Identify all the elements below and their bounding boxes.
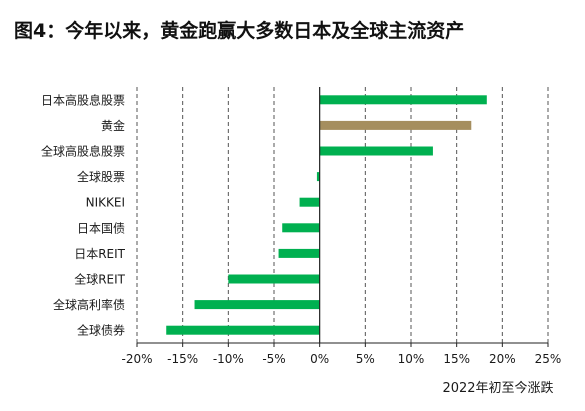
category-label: 日本国债 — [77, 221, 125, 235]
bar-1 — [319, 95, 487, 105]
category-label: 日本高股息股票 — [41, 92, 125, 107]
bars — [166, 95, 487, 335]
x-tick-label: -15% — [167, 352, 198, 366]
bar-5 — [299, 197, 320, 207]
category-label: 全球股票 — [77, 169, 125, 184]
axes — [136, 87, 549, 347]
category-label: 全球高股息股票 — [41, 144, 125, 159]
x-tick-label: 0% — [310, 352, 329, 366]
x-tick-label: -20% — [121, 352, 152, 366]
bar-4 — [316, 172, 320, 182]
chart-title: 图4：今年以来，黄金跑赢大多数日本及全球主流资产 — [14, 19, 464, 42]
bar-9 — [194, 300, 320, 310]
bar-7 — [278, 248, 320, 258]
bar-10 — [166, 325, 320, 335]
category-label: 黄金 — [101, 118, 125, 133]
bar-2 — [319, 120, 472, 130]
bar-6 — [282, 223, 320, 233]
category-label: 全球债券 — [77, 323, 125, 338]
x-tick-label: -5% — [262, 352, 285, 366]
category-label: NIKKEI — [86, 196, 125, 210]
x-tick-label: 25% — [535, 352, 562, 366]
category-label: 全球高利率债 — [53, 297, 125, 312]
bar-8 — [228, 274, 320, 284]
x-tick-label: 20% — [489, 352, 516, 366]
x-tick-label: 15% — [443, 352, 470, 366]
x-axis-label: 2022年初至今涨跌 — [442, 380, 553, 396]
x-tick-label: -10% — [213, 352, 244, 366]
x-tick-label: 5% — [356, 352, 375, 366]
category-label: 日本REIT — [74, 247, 125, 261]
category-label: 全球REIT — [74, 272, 125, 287]
x-tick-labels: -20% -15% -10% -5% 0% 5% 10% 15% 20% 25% — [121, 352, 561, 366]
x-tick-label: 10% — [398, 352, 425, 366]
bar-3 — [319, 146, 433, 156]
